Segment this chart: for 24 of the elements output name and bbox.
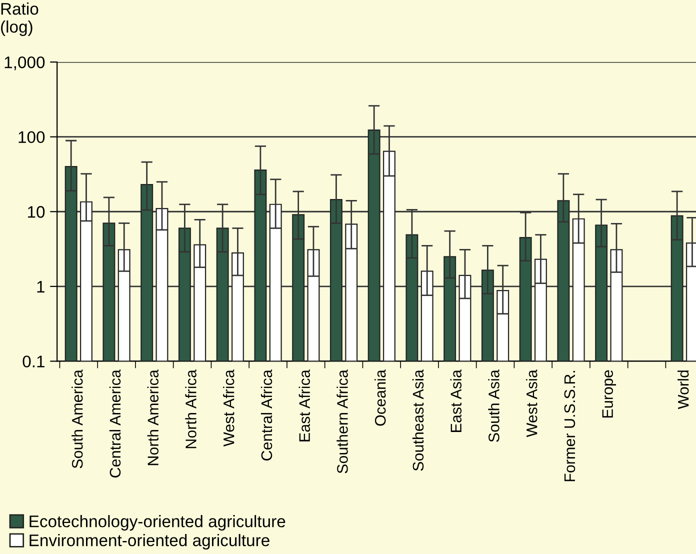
x-tick-label: South Asia [488,370,500,442]
x-tick-label: Former U.S.S.R. [564,370,576,482]
y-tick-label: 1 [37,280,44,292]
x-tick-label: Oceania [374,370,386,426]
x-tick-label: West Africa [223,370,234,446]
x-tick-label: Europe [602,370,616,418]
y-axis-title: Ratio (log) [1,2,38,36]
legend-label: Environment-oriented agriculture [30,534,270,550]
y-tick-label: 1,000 [4,56,45,70]
x-tick-label: West Asia [526,370,538,438]
x-tick-label: Southeast Asia [412,370,424,471]
x-tick-label: World [678,370,689,410]
x-tick-label: East Asia [450,370,462,432]
x-tick-label: North Africa [185,370,196,448]
x-tick-label: Central America [109,370,121,478]
x-tick-label: Southern Africa [336,370,348,474]
legend-label: Ecotechnology-oriented agriculture [30,515,286,531]
y-tick-label: 0.1 [22,356,44,368]
y-tick-label: 10 [28,206,45,218]
x-tick-label: East Africa [298,370,310,442]
x-tick-label: South America [72,370,83,468]
x-tick-label: Central Africa [260,370,272,460]
x-tick-label: North America [147,370,159,466]
y-tick-label: 100 [18,131,45,144]
